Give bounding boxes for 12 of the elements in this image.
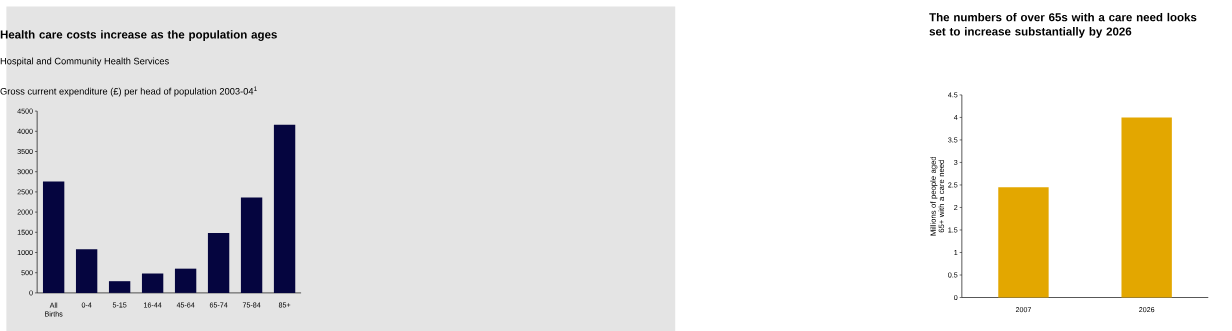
bar [240, 197, 263, 293]
y-axis-title: Gross current expenditure (£) per head of population 2003-04$^{1}$ [0, 86, 257, 97]
bar [174, 268, 197, 293]
bar [141, 273, 164, 293]
chart-title: Health care costs increase as the population ages [0, 30, 277, 41]
bar [273, 124, 296, 293]
bar [207, 232, 230, 293]
bar [42, 181, 65, 293]
bar [108, 281, 131, 293]
chart-title: The numbers of over 65s with a care need looks set to increase substantially by 2026 [929, 12, 1197, 38]
chart-subtitle: Hospital and Community Health Services [0, 57, 169, 67]
bar [75, 249, 98, 293]
